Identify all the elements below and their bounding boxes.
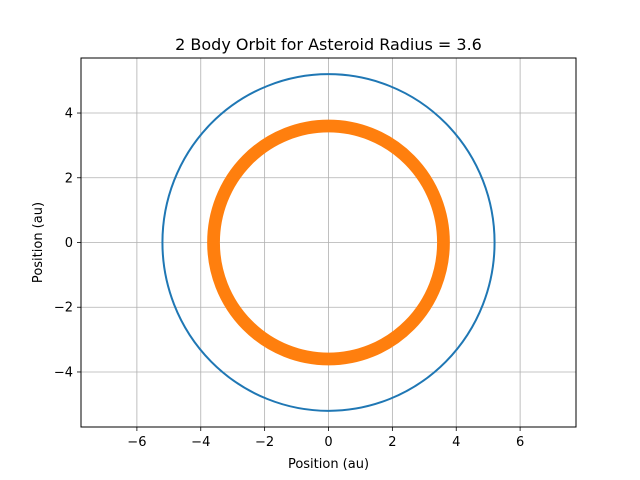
y-tick-label: 4 xyxy=(65,107,73,122)
grid-layer xyxy=(81,58,576,427)
y-tick-label: −4 xyxy=(54,365,73,380)
x-tick-label: 4 xyxy=(452,435,460,450)
x-tick-label: −2 xyxy=(255,435,274,450)
x-tick-label: 0 xyxy=(324,435,332,450)
x-tick-label: 2 xyxy=(388,435,396,450)
x-tick-label: −6 xyxy=(127,435,146,450)
x-axis-label: Position (au) xyxy=(288,457,369,472)
x-tick-label: −4 xyxy=(191,435,210,450)
y-tick-label: 0 xyxy=(65,236,73,251)
y-tick-label: −2 xyxy=(54,301,73,316)
series-layer xyxy=(161,73,496,412)
series-orbit-inner xyxy=(207,119,450,366)
tick-layer: −6 −4 −2 0 2 4 6 −4 −2 0 2 4 xyxy=(54,107,524,450)
series-orbit-outer xyxy=(161,73,496,412)
x-tick-label: 6 xyxy=(516,435,524,450)
y-axis-label: Position (au) xyxy=(31,202,46,283)
y-tick-label: 2 xyxy=(65,171,73,186)
chart-title: 2 Body Orbit for Asteroid Radius = 3.6 xyxy=(175,35,482,54)
